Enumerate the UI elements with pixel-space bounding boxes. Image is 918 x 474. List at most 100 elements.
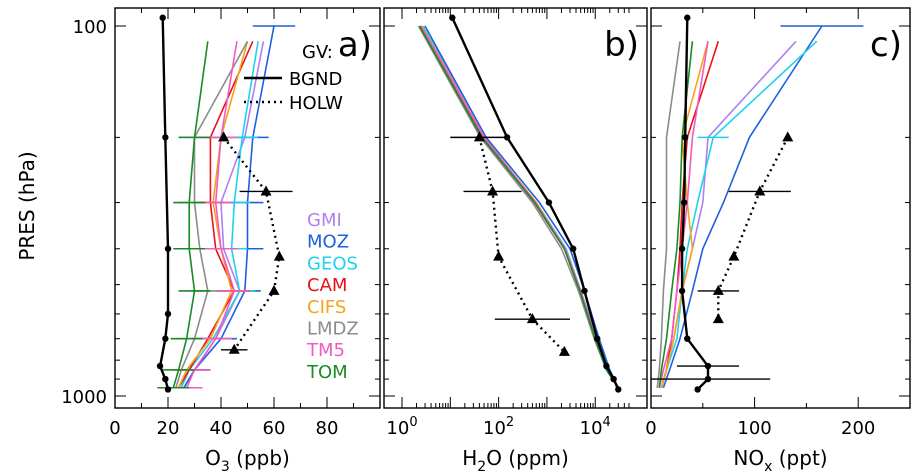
panel-3-x-axis-title: NOx (ppt) xyxy=(733,446,827,474)
panel-2-xtick-exp: 0 xyxy=(409,415,417,430)
panel-2-x-axis-title: H2O (ppm) xyxy=(462,446,569,474)
panel-1-x-axis-title-main: O xyxy=(205,446,221,470)
panel-2-x-axis-title-main: H xyxy=(462,446,477,470)
panel-1-gv-holw-line xyxy=(222,136,281,351)
panel-3: 0 100 200 NOx (ppt) c) xyxy=(645,7,911,474)
panel-2-gv-bgnd-point xyxy=(545,199,553,206)
model-legend-cam: CAM xyxy=(307,275,347,296)
panel-2-frame xyxy=(383,7,648,409)
panel-3-gv-bgnd-point xyxy=(681,134,689,141)
panel-1-xtick-label: 20 xyxy=(157,418,180,439)
model-legend-cifs: CIFS xyxy=(307,297,346,318)
panel-2-gv-bgnd-point xyxy=(594,335,601,342)
panel-3-xtick-label: 100 xyxy=(737,418,771,439)
panel-2-xtick-label: 100 xyxy=(386,415,417,439)
panel-1-gv-bgnd-point xyxy=(159,14,166,21)
panel-2-tom-line xyxy=(418,25,619,389)
panel-2-gv-holw-point xyxy=(487,185,499,196)
panel-1-x-axis-title-unit: (ppb) xyxy=(230,446,290,470)
panel-1-gv-holw-point xyxy=(218,131,230,142)
panel-3-gv-bgnd-point xyxy=(680,199,688,206)
panel-2-xtick-label: 102 xyxy=(483,415,514,439)
panel-3-gv-bgnd-point xyxy=(678,245,686,252)
panel-1-moz-line xyxy=(183,25,275,389)
panel-3-gv-holw-point xyxy=(754,185,766,196)
panel-2-x-axis-title-sub: 2 xyxy=(477,459,486,474)
panel-2-xtick-exp: 4 xyxy=(603,415,611,430)
panel-3-gv-holw-line xyxy=(717,136,789,320)
holw-legend-label: HOLW xyxy=(289,93,343,114)
panel-1-lmdz-line xyxy=(175,40,249,389)
panel-1-gv-holw-point xyxy=(260,185,272,196)
panel-3-xtick-label: 0 xyxy=(645,418,656,439)
panel-1-xtick-label: 60 xyxy=(263,418,286,439)
panel-3-xtick-label: 200 xyxy=(841,418,875,439)
panel-2-gv-bgnd-point xyxy=(610,375,617,383)
panel-2-moz-line xyxy=(424,25,620,389)
panel-1-gv-bgnd-point xyxy=(164,386,172,393)
panel-1: 0 20 40 60 80 O3 (ppb) a) 100 1000 xyxy=(61,7,381,474)
panel-3-gv-bgnd-point xyxy=(678,287,686,295)
panel-3-cifs-line xyxy=(660,41,709,389)
panel-3-gv-bgnd-point xyxy=(684,14,691,21)
panel-2-x-axis-title-unit: O (ppm) xyxy=(486,446,569,470)
panel-3-gv-holw-point xyxy=(728,250,740,261)
panel-1-gv-holw-point xyxy=(268,284,280,295)
y-tick-label: 100 xyxy=(73,17,107,38)
panel-1-gv-holw-point xyxy=(273,250,285,261)
panel-2-xtick-base: 10 xyxy=(386,418,409,439)
y-axis-title: PRES (hPa) xyxy=(15,151,39,260)
panel-3-gv-holw-point xyxy=(782,131,794,142)
panel-2-gv-holw-point xyxy=(493,250,505,261)
panel-1-gv-bgnd-point xyxy=(162,335,169,342)
panel-2-gv-bgnd-point xyxy=(581,287,588,295)
panel-3-x-axis-title-main: NO xyxy=(733,446,764,470)
panel-1-gv-bgnd-point xyxy=(162,375,169,383)
panel-2-gv-holw-point xyxy=(473,131,485,142)
panel-3-gv-holw-point xyxy=(712,313,724,324)
panel-2-lmdz-line xyxy=(417,25,619,389)
panel-3-gv-bgnd-point xyxy=(694,386,701,393)
panel-1-xtick-label: 40 xyxy=(210,418,233,439)
panel-1-gv-bgnd-point xyxy=(164,310,172,318)
model-legend-gmi: GMI xyxy=(307,210,342,231)
panel-2-xtick-base: 10 xyxy=(580,418,603,439)
panel-3-lmdz-line xyxy=(656,41,681,388)
panel-3-tom-line xyxy=(658,41,694,388)
panel-3-x-axis-title-sub: x xyxy=(764,459,772,474)
model-legend-tom: TOM xyxy=(306,362,348,383)
model-legend-tm5: TM5 xyxy=(306,340,345,361)
panel-1-tom-line xyxy=(172,41,209,389)
panel-3-frame xyxy=(650,7,911,409)
y-tick-label: 1000 xyxy=(61,387,107,408)
panel-3-moz-line xyxy=(662,25,823,389)
panel-3-gv-holw-point xyxy=(712,284,724,295)
panel-2-xtick-exp: 2 xyxy=(506,415,514,430)
panel-3-cam-line xyxy=(660,41,720,389)
panel-1-xtick-label: 0 xyxy=(109,418,120,439)
panel-1-gv-bgnd-point xyxy=(156,362,164,370)
panel-1-gv-bgnd-point xyxy=(162,134,169,141)
panel-2-gv-bgnd-point xyxy=(449,14,456,21)
panel-3-gv-bgnd-point xyxy=(704,362,712,370)
gv-legend-title: GV: xyxy=(302,42,333,63)
panel-3-tm5-line xyxy=(658,41,709,388)
panel-1-label: a) xyxy=(338,25,372,65)
model-legend-geos: GEOS xyxy=(307,253,358,274)
panel-1-x-axis-title: O3 (ppb) xyxy=(205,446,290,474)
panel-2-xtick-label: 104 xyxy=(580,415,611,439)
panel-2-xtick-base: 10 xyxy=(483,418,506,439)
panel-1-gv-bgnd-line xyxy=(158,17,170,390)
line-style-legend: GV: BGND HOLW xyxy=(244,42,343,114)
panel-3-gv-bgnd-point xyxy=(704,375,712,383)
panel-2-label: b) xyxy=(604,25,639,65)
panel-1-gv-bgnd-point xyxy=(164,245,172,252)
panel-3-x-axis-title-unit: (ppt) xyxy=(772,446,827,470)
panel-2-gv-bgnd-point xyxy=(570,245,577,252)
panel-3-label: c) xyxy=(870,25,902,65)
model-legend-lmdz: LMDZ xyxy=(307,319,359,340)
